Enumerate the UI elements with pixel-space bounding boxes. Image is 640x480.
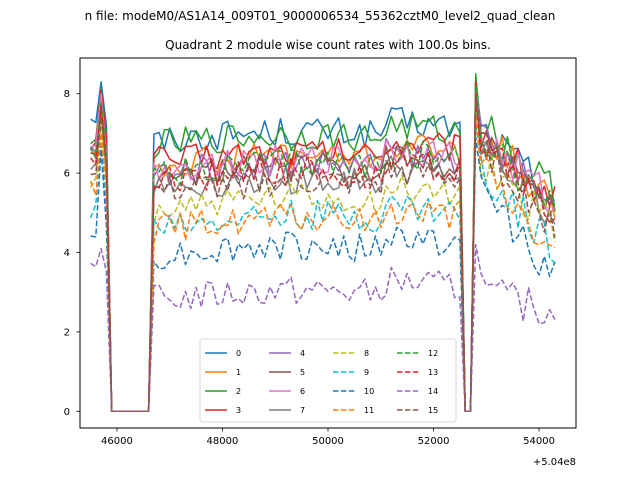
series-line-15 — [90, 96, 556, 413]
chart-title: Quadrant 2 module wise count rates with … — [165, 38, 491, 52]
series-line-14 — [90, 243, 556, 413]
legend-label-10: 10 — [364, 387, 374, 396]
series-line-12 — [89, 85, 556, 413]
legend-label-4: 4 — [300, 349, 305, 358]
legend-label-12: 12 — [428, 349, 438, 358]
y-tick-label: 0 — [64, 407, 70, 418]
legend-label-5: 5 — [300, 368, 305, 377]
x-tick-label: 50000 — [312, 436, 344, 447]
series-line-11 — [89, 116, 556, 413]
legend-label-8: 8 — [364, 349, 369, 358]
x-tick-label: 46000 — [101, 436, 133, 447]
legend-label-11: 11 — [364, 406, 374, 415]
legend-label-1: 1 — [236, 368, 241, 377]
legend-box — [199, 338, 457, 423]
legend-label-14: 14 — [428, 387, 438, 396]
x-tick-label: 52000 — [418, 436, 450, 447]
x-tick-label: 48000 — [207, 436, 239, 447]
series-line-8 — [89, 108, 556, 413]
series-line-10 — [90, 136, 556, 413]
series-line-13 — [90, 92, 556, 413]
y-axis: 0 2 4 6 8 — [64, 89, 80, 418]
x-offset-label: +5.04e8 — [533, 457, 576, 468]
legend-label-9: 9 — [364, 368, 369, 377]
legend-label-0: 0 — [236, 349, 241, 358]
y-tick-label: 4 — [64, 248, 70, 259]
legend-label-3: 3 — [236, 406, 241, 415]
plot-area — [89, 73, 556, 413]
legend-label-7: 7 — [300, 406, 305, 415]
y-tick-label: 8 — [64, 89, 70, 100]
y-tick-label: 6 — [64, 169, 70, 180]
x-tick-label: 54000 — [523, 436, 555, 447]
series-line-2 — [90, 73, 556, 413]
legend-label-6: 6 — [300, 387, 305, 396]
chart-suptitle: n file: modeM0/AS1A14_009T01_9000006534_… — [85, 9, 556, 23]
legend-label-15: 15 — [428, 406, 438, 415]
legend-label-13: 13 — [428, 368, 438, 377]
y-tick-label: 2 — [64, 327, 70, 338]
x-axis: 46000 48000 50000 52000 54000 — [101, 428, 555, 447]
legend-label-2: 2 — [236, 387, 241, 396]
